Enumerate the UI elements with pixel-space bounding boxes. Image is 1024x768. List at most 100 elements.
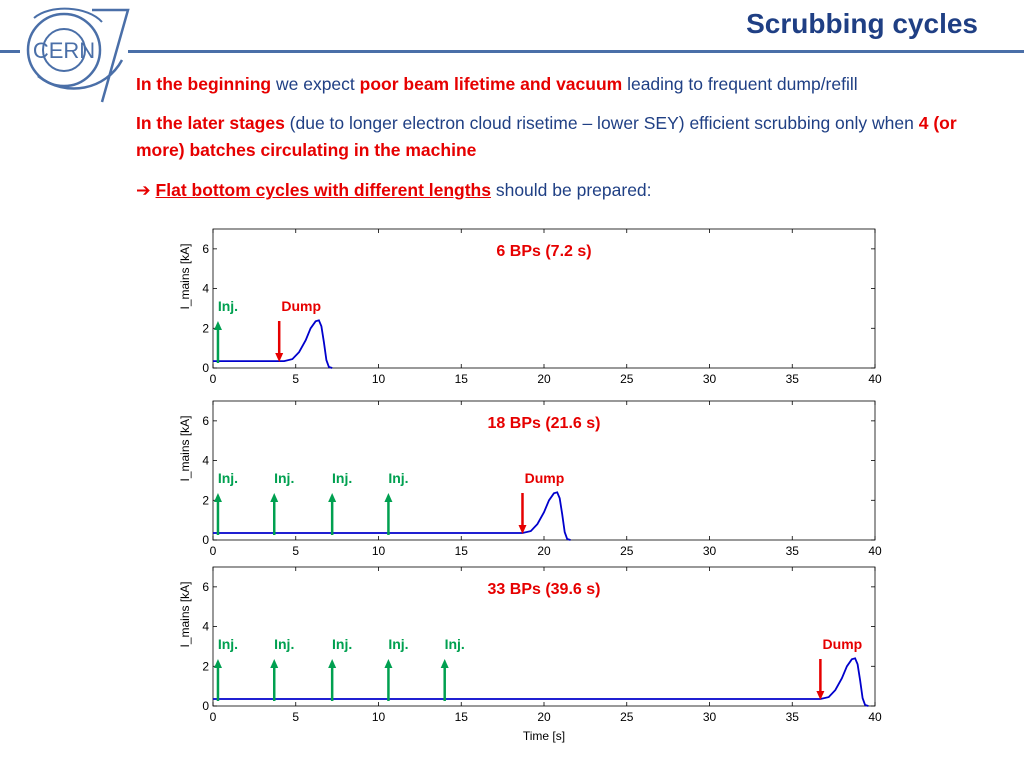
x-tick-label: 0 (210, 710, 217, 724)
injection-arrowhead-icon (213, 493, 222, 502)
injection-marker: Inj. (270, 636, 294, 701)
bullet-later-stages: In the later stages (due to longer elect… (136, 110, 1006, 164)
x-tick-label: 25 (620, 710, 634, 724)
x-tick-label: 35 (786, 544, 800, 558)
x-tick-label: 25 (620, 544, 634, 558)
injection-label: Inj. (218, 636, 238, 652)
injection-label: Inj. (332, 636, 352, 652)
injection-label: Inj. (332, 470, 352, 486)
title-rule-left (0, 50, 20, 53)
bullet-later-highlight: 4 (or more) batches circulating in the m… (136, 113, 957, 160)
x-tick-label: 40 (868, 544, 882, 558)
x-tick-label: 20 (537, 710, 551, 724)
dump-marker: Dump (518, 470, 564, 534)
x-tick-label: 0 (210, 544, 217, 558)
y-axis-label: I_mains [kA] (178, 581, 192, 647)
injection-label: Inj. (445, 636, 465, 652)
y-tick-label: 4 (202, 454, 209, 468)
injection-arrowhead-icon (213, 659, 222, 668)
bullet-later-text: (due to longer electron cloud risetime –… (284, 113, 919, 133)
chart-panel-3: 0 5 10 15 20 25 30 35 40 0 2 4 6 I_mains [kA] Inj. Inj.… (178, 566, 882, 743)
injection-marker: Inj. (213, 470, 238, 535)
dump-arrowhead-icon (518, 525, 527, 534)
x-tick-label: 10 (372, 710, 386, 724)
chart-title: 33 BPs (39.6 s) (488, 581, 601, 598)
bullet-beginning: In the beginning we expect poor beam lif… (136, 71, 1006, 98)
cern-logo: CERN (26, 7, 130, 103)
x-tick-label: 5 (292, 544, 299, 558)
x-tick-label: 0 (210, 372, 217, 386)
bullet-conclusion-highlight: Flat bottom cycles with different length… (155, 180, 491, 200)
chart-title: 6 BPs (7.2 s) (496, 243, 591, 260)
dump-label: Dump (823, 636, 863, 652)
y-tick-label: 2 (202, 659, 209, 673)
y-tick-label: 4 (202, 620, 209, 634)
plot-area (212, 228, 876, 369)
injection-arrowhead-icon (213, 321, 222, 330)
current-curve (213, 491, 571, 541)
y-tick-label: 0 (202, 533, 209, 547)
x-axis-label: Time [s] (523, 729, 565, 743)
injection-label: Inj. (388, 470, 408, 486)
x-tick-label: 30 (703, 544, 717, 558)
y-tick-label: 6 (202, 580, 209, 594)
x-tick-label: 35 (786, 372, 800, 386)
injection-marker: Inj. (328, 636, 352, 701)
y-axis-label: I_mains [kA] (178, 415, 192, 481)
x-tick-label: 20 (537, 544, 551, 558)
injection-arrowhead-icon (270, 659, 279, 668)
bullet-conclusion: ➔ Flat bottom cycles with different leng… (136, 177, 1006, 204)
y-tick-label: 6 (202, 242, 209, 256)
injection-label: Inj. (388, 636, 408, 652)
current-curve (213, 319, 333, 369)
dump-marker: Dump (816, 636, 862, 700)
y-tick-label: 0 (202, 361, 209, 375)
injection-label: Inj. (218, 298, 238, 314)
x-tick-label: 15 (455, 372, 469, 386)
dump-arrowhead-icon (275, 353, 284, 362)
injection-marker: Inj. (384, 470, 409, 535)
x-tick-label: 35 (786, 710, 800, 724)
plot-area (212, 400, 876, 541)
logo-text: CERN (33, 38, 95, 63)
bullet-beginning-highlight: poor beam lifetime and vacuum (359, 74, 623, 94)
injection-arrowhead-icon (328, 493, 337, 502)
injection-label: Inj. (218, 470, 238, 486)
x-tick-label: 40 (868, 710, 882, 724)
x-tick-label: 5 (292, 710, 299, 724)
bullet-beginning-text-1: we expect (271, 74, 360, 94)
injection-marker: Inj. (213, 636, 238, 701)
injection-marker: Inj. (213, 298, 238, 363)
x-tick-label: 15 (455, 710, 469, 724)
injection-arrowhead-icon (328, 659, 337, 668)
current-curve (213, 657, 869, 707)
bullet-beginning-lead: In the beginning (136, 74, 272, 94)
injection-arrowhead-icon (384, 659, 393, 668)
y-tick-label: 2 (202, 493, 209, 507)
injection-arrowhead-icon (384, 493, 393, 502)
injection-marker: Inj. (270, 470, 294, 535)
bullet-beginning-text-2: leading to frequent dump/refill (622, 74, 858, 94)
injection-label: Inj. (274, 470, 294, 486)
dump-label: Dump (281, 298, 321, 314)
x-tick-label: 25 (620, 372, 634, 386)
y-tick-label: 6 (202, 414, 209, 428)
y-tick-label: 2 (202, 321, 209, 335)
chart-title: 18 BPs (21.6 s) (488, 415, 601, 432)
injection-arrowhead-icon (270, 493, 279, 502)
injection-marker: Inj. (440, 636, 465, 701)
x-tick-label: 15 (455, 544, 469, 558)
chart-panel-1: 0 5 10 15 20 25 30 35 40 0 2 4 6 I_mains [kA] Inj. Dump… (178, 228, 882, 386)
x-tick-label: 20 (537, 372, 551, 386)
bullet-later-lead: In the later stages (136, 113, 285, 133)
dump-arrowhead-icon (816, 691, 825, 700)
chart-panel-2: 0 5 10 15 20 25 30 35 40 0 2 4 6 I_mains [kA] Inj. Inj.… (178, 400, 882, 558)
injection-marker: Inj. (384, 636, 409, 701)
y-tick-label: 0 (202, 699, 209, 713)
page-title: Scrubbing cycles (746, 8, 978, 39)
x-tick-label: 10 (372, 372, 386, 386)
x-tick-label: 40 (868, 372, 882, 386)
title-rule (128, 50, 1024, 53)
y-axis-label: I_mains [kA] (178, 243, 192, 309)
